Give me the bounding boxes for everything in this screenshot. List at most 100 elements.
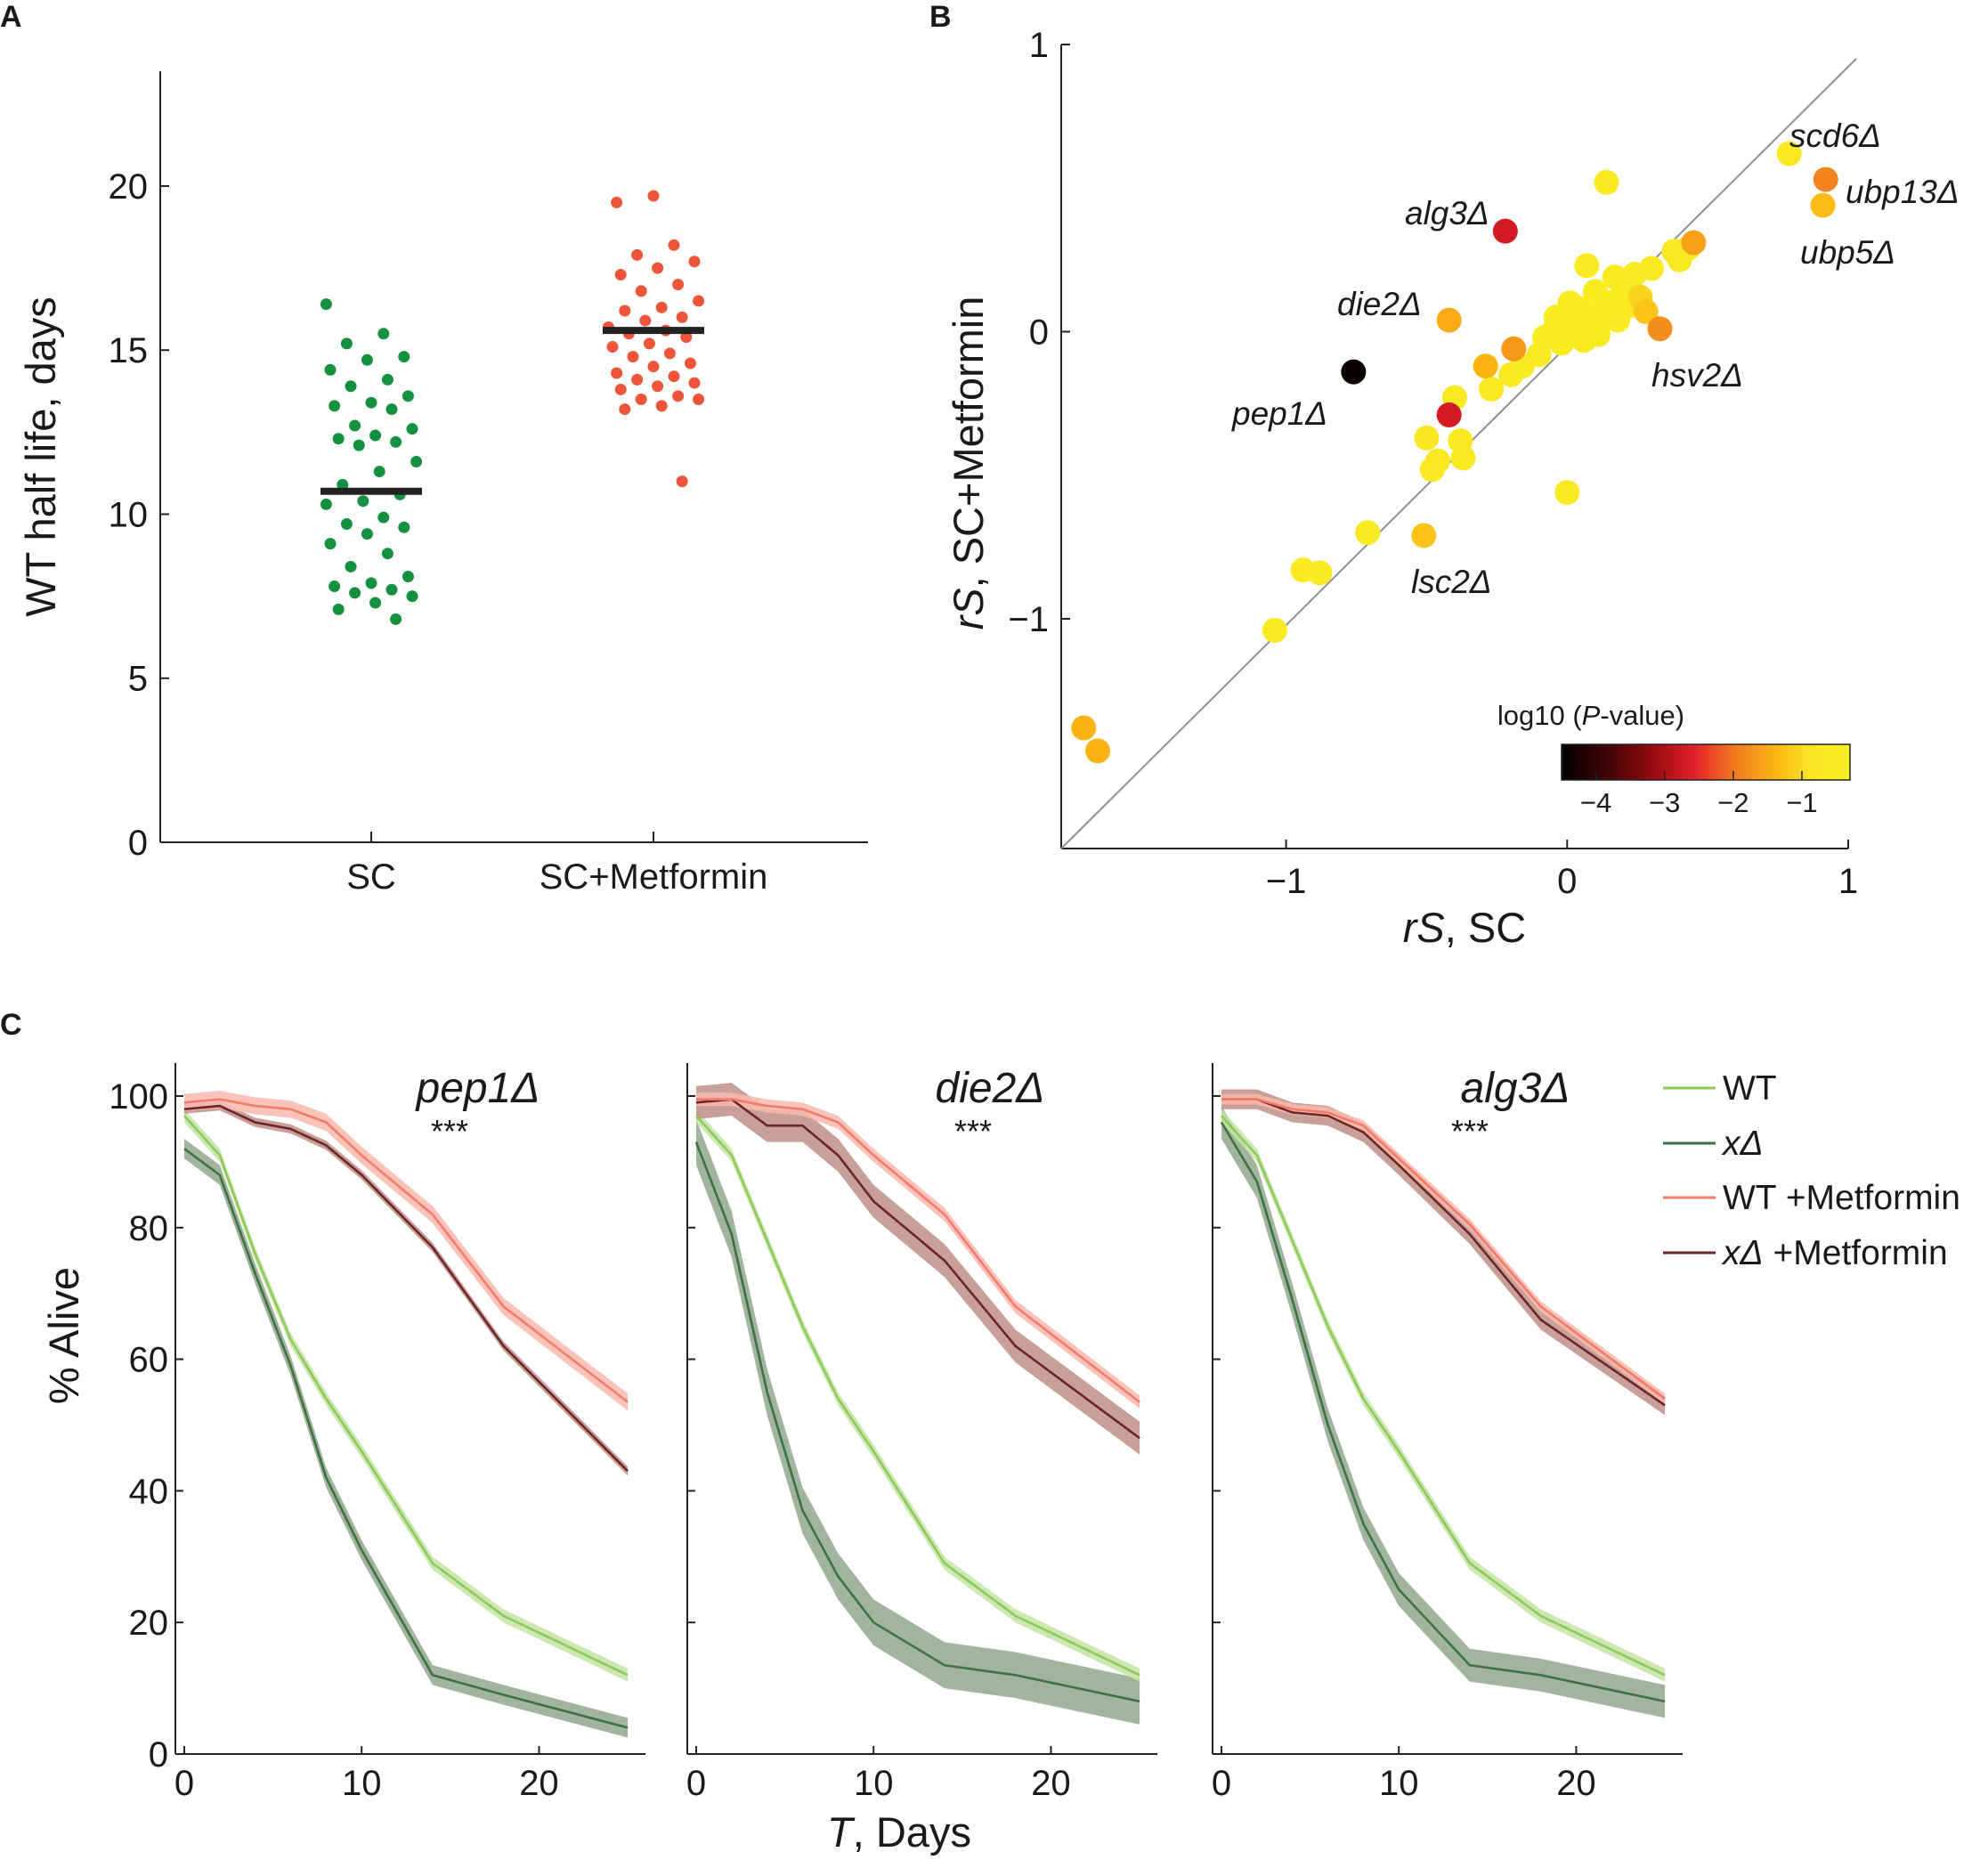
panel-c-y-tick-label: 20 [129, 1604, 169, 1643]
panel-a-dot [332, 433, 345, 445]
panel-a-dot [635, 394, 647, 406]
panel-b-gene-label: pep1Δ [1231, 395, 1327, 432]
panel-a-category-sc: SC [346, 857, 396, 897]
panel-a-dot [676, 475, 688, 488]
panel-a-dot [340, 337, 353, 350]
panel-c-subplot-title: die2Δ [936, 1065, 1045, 1112]
panel-a-medians [321, 327, 704, 495]
panel-c-series-line-wt [694, 1115, 1140, 1677]
panel-a-y-tick-label: 5 [128, 660, 148, 699]
panel-b-x-tick-label: 1 [1838, 862, 1858, 901]
panel-a-dot [398, 351, 410, 363]
legend-label: xΔ +Metformin [1721, 1234, 1948, 1272]
panel-b-letter: B [929, 0, 952, 34]
panel-c-x-label-italic: T [827, 1808, 856, 1856]
panel-a-y-tick-label: 0 [128, 824, 148, 863]
panel-b-point [1262, 617, 1287, 643]
panel-c-x-tick-label: 10 [1379, 1764, 1419, 1803]
panel-c-series-line-x [1220, 1121, 1666, 1703]
panel-a-dot [611, 196, 623, 208]
panel-a-dot [337, 478, 349, 491]
panel-b-gene-label: ubp5Δ [1800, 234, 1895, 271]
panel-b-point [1492, 218, 1518, 244]
panel-a-dot [631, 373, 644, 386]
panel-c-x-tick-label: 20 [519, 1764, 559, 1803]
panel-c-series-line-wt [1220, 1115, 1666, 1677]
panel-a-dot [688, 377, 701, 389]
panel-c-series-line-x_met [695, 1098, 1140, 1440]
panel-c-x-label-rest: , Days [853, 1808, 971, 1856]
panel-a-dot [340, 518, 353, 531]
panel-a-y-tick-label: 20 [109, 167, 149, 207]
panel-a-dots [320, 190, 705, 625]
panel-a-dot [365, 396, 377, 409]
panel-b-point [1436, 307, 1462, 333]
panel-b-gene-label: die2Δ [1337, 286, 1422, 322]
panel-a-dot [619, 305, 631, 317]
panel-a-dot [655, 400, 668, 412]
panel-a-dot [631, 248, 644, 261]
panel-a-dot [406, 423, 418, 435]
panel-b-point [1554, 480, 1580, 506]
panel-a-dot [611, 367, 623, 379]
panel-a-dot [324, 363, 337, 376]
panel-c-y-label: % Alive [40, 1267, 87, 1404]
panel-b-y-tick-label: −1 [1008, 600, 1049, 639]
panel-a-dot [643, 337, 655, 350]
panel-b-point [1540, 319, 1566, 345]
panel-a-dot [627, 351, 639, 363]
panel-b-point [1411, 523, 1437, 548]
panel-a-dot [663, 347, 676, 360]
panel-c-y-tick-label: 100 [109, 1077, 168, 1117]
panel-b-point [1479, 377, 1505, 402]
panel-a-dot [652, 380, 664, 393]
panel-a-dot [390, 613, 402, 625]
panel-a-dot [639, 314, 652, 327]
panel-c-significance: *** [1451, 1113, 1489, 1149]
panel-c-y-tick-label: 60 [129, 1341, 169, 1380]
panel-b-point [1810, 192, 1836, 218]
panel-c-subplot: 0 10 20 alg3Δ*** [1212, 1063, 1683, 1803]
panel-a-dot [398, 521, 410, 533]
panel-a-dot [614, 383, 627, 395]
panel-c-confidence-band [1221, 1089, 1666, 1416]
panel-c-y-tick-label: 40 [129, 1472, 169, 1511]
panel-b-y-tick-label: 1 [1029, 26, 1049, 65]
panel-c-significance: *** [954, 1113, 992, 1149]
panel-c-subplot: 0 20 40 60 80 100 0 10 20 pep1Δ*** [109, 1063, 645, 1803]
panel-a-dot [684, 357, 696, 370]
legend-label: xΔ [1721, 1125, 1764, 1163]
panel-c-confidence-band [695, 1118, 1140, 1725]
panel-b-point [1307, 560, 1333, 586]
panel-a-dot [373, 466, 385, 478]
panel-b-point [1436, 402, 1462, 428]
legend-label-text: +Metformin [1764, 1234, 1948, 1272]
legend-label: WT [1723, 1069, 1777, 1108]
panel-a-dot [320, 498, 332, 510]
panel-b-point [1355, 520, 1381, 546]
panel-a-dot [635, 285, 647, 297]
panel-a-y-ticks: 0 5 10 15 20 [109, 167, 169, 863]
panel-a-dot [680, 330, 693, 343]
colorbar-tick-label: −1 [1786, 787, 1817, 818]
panel-a-dot [693, 394, 705, 406]
panel-a-dot [693, 295, 705, 307]
panel-b-ticks: −1 −1 0 0 1 1 [1008, 26, 1858, 901]
panel-a-dot [320, 298, 332, 311]
panel-b-point [1419, 457, 1445, 483]
panel-c-series-line-x_met [183, 1104, 629, 1473]
panel-a-dot [668, 239, 680, 251]
panel-a-dot [652, 262, 664, 274]
colorbar-title-suffix: -value) [1600, 700, 1684, 731]
panel-a-dot [402, 571, 414, 583]
panel-b-points [1071, 141, 1838, 764]
panel-b-point [1647, 316, 1673, 342]
panel-a-dot [381, 548, 394, 560]
panel-a-letter: A [0, 0, 22, 34]
panel-a-dot [361, 353, 373, 366]
panel-b-point [1414, 425, 1440, 451]
panel-c-x-tick-label: 0 [174, 1764, 194, 1803]
panel-b-point [1501, 336, 1527, 361]
